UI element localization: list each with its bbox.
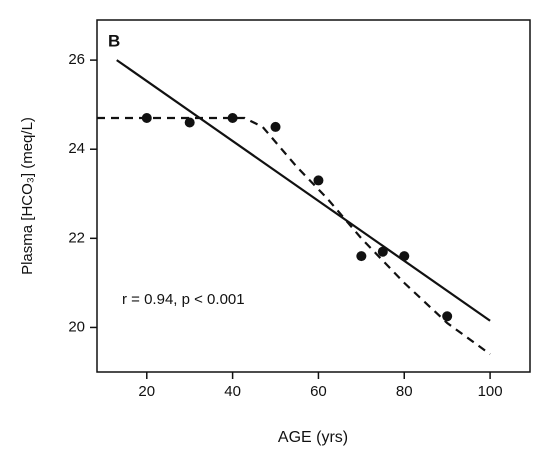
regression-line <box>116 59 491 322</box>
x-tick-label: 60 <box>310 383 327 400</box>
data-point <box>227 113 238 124</box>
x-axis-label: AGE (yrs) <box>278 429 348 446</box>
x-tick-label: 40 <box>224 383 241 400</box>
y-tick-label: 20 <box>68 318 85 335</box>
x-tick-label: 100 <box>478 383 503 400</box>
data-point <box>270 121 281 132</box>
data-point <box>313 175 324 186</box>
y-tick-label: 22 <box>68 229 85 246</box>
data-point <box>184 117 195 128</box>
data-point <box>377 246 388 257</box>
data-point <box>356 251 367 262</box>
plot-frame <box>96 19 531 373</box>
y-tick-label: 26 <box>68 51 85 68</box>
x-tick-label: 20 <box>138 383 155 400</box>
panel-label: B <box>108 31 120 50</box>
annotation: r = 0.94, p < 0.001 <box>122 291 245 308</box>
y-axis-label: Plasma [HCO₃] (meq/L) <box>19 117 36 275</box>
dashed-curve <box>97 116 491 356</box>
y-tick-label: 24 <box>68 140 85 157</box>
data-point <box>442 311 453 322</box>
x-tick-label: 80 <box>396 383 413 400</box>
